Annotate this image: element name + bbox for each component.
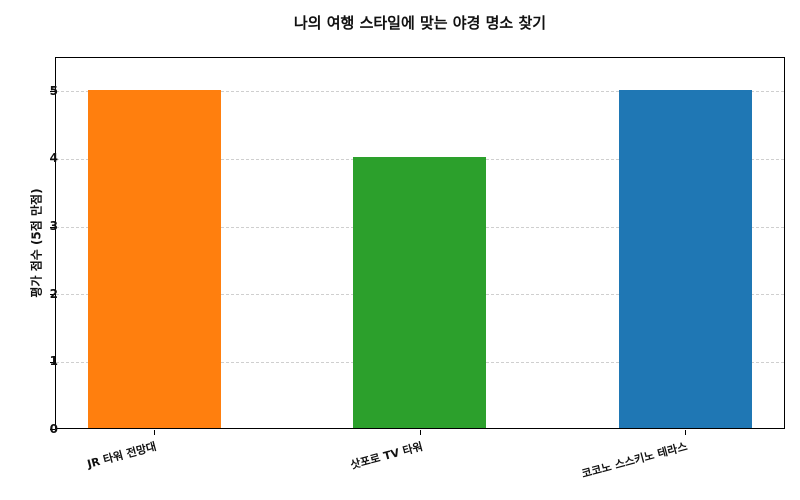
y-axis-label: 평가 점수 (5점 만점) [29, 188, 44, 298]
plot-area [50, 57, 785, 435]
x-tick-label-0: JR 타워 전망대 [86, 439, 158, 471]
y-tick-4 [50, 159, 55, 160]
y-tick-label-2: 2 [49, 287, 58, 301]
y-tick-label-1: 1 [49, 354, 58, 368]
y-tick-label-5: 5 [49, 84, 58, 98]
y-tick-5 [50, 91, 55, 92]
bar-sapporo-tv-tower [353, 157, 486, 428]
y-tick-3 [50, 227, 55, 228]
gridline-5 [56, 91, 784, 92]
chart-title: 나의 여행 스타일에 맞는 야경 명소 찾기 [293, 14, 547, 32]
bar-jr-tower [88, 90, 221, 428]
y-tick-label-0: 0 [49, 422, 58, 436]
y-tick-label-3: 3 [49, 219, 58, 233]
bar-cocono-susukino-terrace [619, 90, 752, 428]
y-tick-label-4: 4 [49, 151, 58, 165]
x-tick-label-1: 삿포로 TV 타워 [348, 439, 424, 472]
x-tick-2 [685, 430, 686, 435]
y-tick-0 [50, 429, 55, 430]
y-tick-1 [50, 362, 55, 363]
x-tick-label-2: 코코노 스스키노 테라스 [580, 439, 689, 481]
x-tick-1 [420, 430, 421, 435]
x-tick-0 [154, 430, 155, 435]
y-tick-2 [50, 294, 55, 295]
